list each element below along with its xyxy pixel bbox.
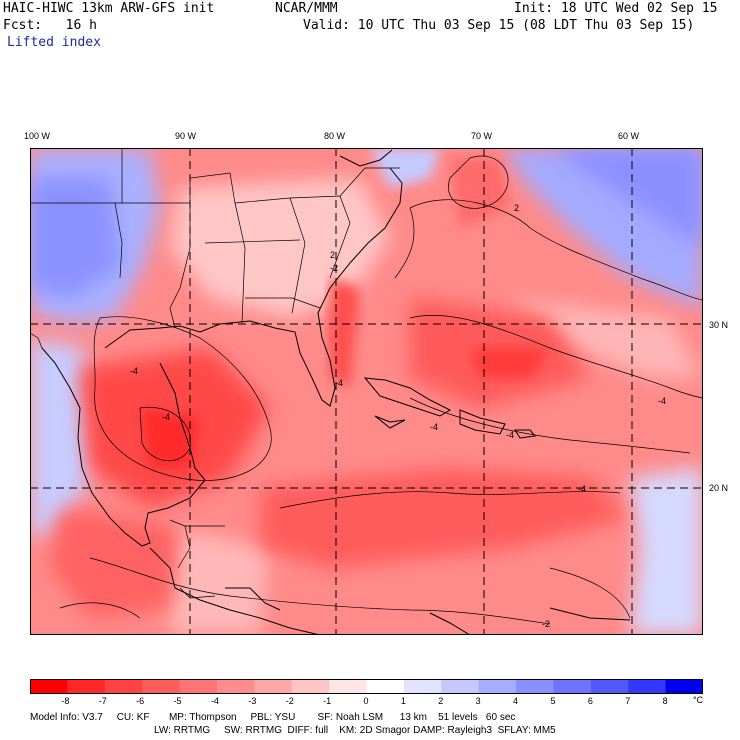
colorbar-tick-label: 7 (625, 696, 631, 706)
forecast-hour: Fcst: 16 h (3, 18, 97, 33)
colorbar-swatch (291, 679, 330, 694)
colorbar-swatch (665, 679, 703, 694)
init-time: Init: 18 UTC Wed 02 Sep 15 (514, 1, 718, 16)
colorbar-tick-label: 3 (475, 696, 481, 706)
contour-label: -4 (130, 366, 138, 376)
colorbar-tick-label: 2 (438, 696, 444, 706)
colorbar (30, 679, 703, 694)
model-info-line2: LW: RRTMG SW: RRTMG DIFF: full KM: 2D Sm… (154, 725, 556, 736)
colorbar-swatch (104, 679, 143, 694)
colorbar-tick-label: 1 (400, 696, 406, 706)
organization-label: NCAR/MMM (275, 1, 338, 16)
lon-label-100w: 100 W (24, 131, 51, 141)
contour-label: -4 (335, 378, 343, 388)
contour-label: 2 (330, 250, 335, 260)
colorbar-swatch (366, 679, 405, 694)
colorbar-swatch (67, 679, 106, 694)
model-title: HAIC-HIWC 13km ARW-GFS init (3, 1, 215, 16)
colorbar-tick-label: -7 (98, 696, 107, 706)
colorbar-swatch (516, 679, 554, 694)
lon-label-60w: 60 W (618, 131, 640, 141)
colorbar-frame (30, 679, 703, 694)
contour-label: -4 (658, 396, 666, 406)
colorbar-swatch (329, 679, 367, 694)
colorbar-tick-label: -5 (173, 696, 182, 706)
lon-label-80w: 80 W (324, 131, 346, 141)
colorbar-swatch (628, 679, 667, 694)
field-name: Lifted index (7, 35, 101, 50)
colorbar-unit: °C (693, 695, 704, 705)
colorbar-swatch (441, 679, 480, 694)
colorbar-swatch (254, 679, 293, 694)
colorbar-tick-label: 6 (587, 696, 593, 706)
contour-labels: 2 2 -2 -2 -4 -4 -4 -4 -4 -4 -4 (130, 203, 666, 629)
colorbar-swatch (590, 679, 629, 694)
colorbar-tick-label: -3 (248, 696, 257, 706)
contour-label: 2 (514, 203, 519, 213)
contour-label: -4 (430, 422, 438, 432)
colorbar-tick-label: -1 (323, 696, 332, 706)
colorbar-tick-label: -2 (285, 696, 294, 706)
lon-label-70w: 70 W (471, 131, 493, 141)
contour-label: -4 (578, 484, 586, 494)
lat-label-30n: 30 N (709, 320, 729, 330)
colorbar-tick-label: -4 (210, 696, 219, 706)
colorbar-swatch (142, 679, 181, 694)
colorbar-swatch (30, 679, 68, 694)
political-borders (30, 148, 400, 599)
coastlines (41, 149, 631, 635)
colorbar-tick-label: -6 (136, 696, 145, 706)
contour-label: -2 (330, 263, 338, 273)
contour-label: -4 (162, 412, 170, 422)
colorbar-tick-label: 4 (513, 696, 519, 706)
contour-label: -4 (506, 430, 514, 440)
colorbar-swatch (179, 679, 218, 694)
colorbar-swatch (478, 679, 517, 694)
lon-label-90w: 90 W (175, 131, 197, 141)
colorbar-tick-label: 0 (363, 696, 369, 706)
contour-label: -2 (542, 619, 550, 629)
valid-time: Valid: 10 UTC Thu 03 Sep 15 (08 LDT Thu … (303, 18, 695, 33)
colorbar-swatch (553, 679, 592, 694)
colorbar-tick-label: 5 (550, 696, 556, 706)
lifted-index-map: 2 2 -2 -2 -4 -4 -4 -4 -4 -4 -4 (30, 148, 703, 635)
lat-label-20n: 20 N (709, 483, 729, 493)
colorbar-swatch (403, 679, 442, 694)
li-contours (59, 155, 703, 625)
colorbar-tick-label: 8 (662, 696, 668, 706)
colorbar-tick-label: -8 (61, 696, 70, 706)
colorbar-swatch (216, 679, 255, 694)
model-info-line1: Model Info: V3.7 CU: KF MP: Thompson PBL… (30, 712, 516, 723)
map-frame (30, 148, 703, 635)
